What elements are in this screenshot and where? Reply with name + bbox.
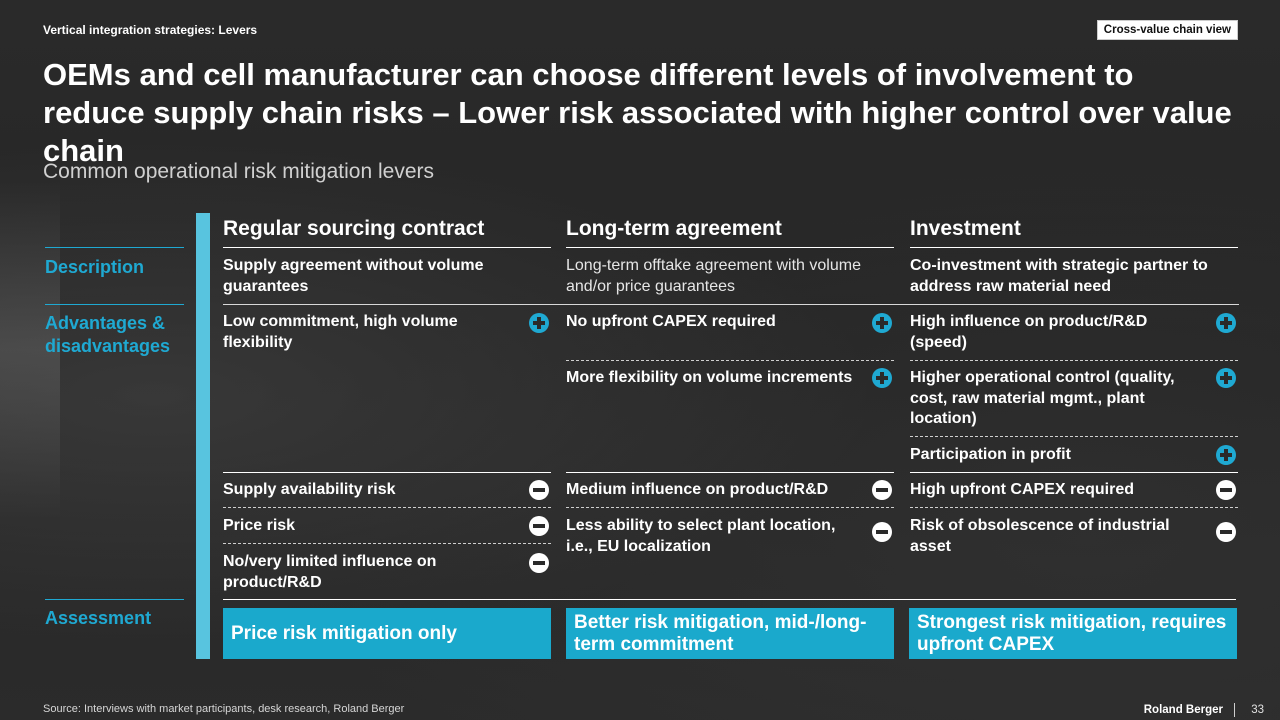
advantage-item: Participation in profit	[910, 446, 1071, 463]
row-label-assessment: Assessment	[45, 608, 152, 628]
dashed-divider	[910, 436, 1238, 437]
row-label-advantages: Advantages & disadvantages	[45, 313, 171, 356]
dashed-divider	[223, 507, 551, 508]
minus-circle-icon	[529, 553, 549, 573]
brand-logo: Roland Berger	[1143, 704, 1223, 716]
assessment-box-investment: Strongest risk mitigation, requires upfr…	[909, 608, 1237, 659]
description-sourcing: Supply agreement without volume guarante…	[223, 257, 484, 295]
dashed-divider	[223, 543, 551, 544]
minus-circle-icon	[1216, 480, 1236, 500]
footer-separator	[1234, 703, 1235, 717]
description-investment: Co-investment with strategic partner to …	[910, 257, 1208, 295]
accent-side-bar	[196, 213, 210, 659]
advantage-item: More flexibility on volume increments	[566, 369, 853, 386]
minus-circle-icon	[872, 480, 892, 500]
header-rule	[566, 247, 894, 248]
adv-disadv-rule	[910, 472, 1238, 473]
adv-disadv-rule	[566, 472, 894, 473]
plus-circle-icon	[1216, 313, 1236, 333]
minus-circle-icon	[529, 480, 549, 500]
row-label-divider	[45, 247, 184, 248]
assessment-box-long-term: Better risk mitigation, mid-/long-term c…	[566, 608, 894, 659]
description-rule	[223, 304, 1239, 305]
column-header-investment: Investment	[910, 217, 1021, 240]
disadvantage-item: Medium influence on product/R&D	[566, 481, 829, 498]
plus-circle-icon	[872, 368, 892, 388]
disadvantage-item: Risk of obsolescence of industrial asset	[910, 517, 1170, 555]
dashed-divider	[566, 507, 894, 508]
row-label-divider	[45, 304, 184, 305]
background-light-streak	[0, 180, 60, 520]
assessment-box-sourcing: Price risk mitigation only	[223, 608, 551, 659]
assessment-text: Better risk mitigation, mid-/long-term c…	[574, 611, 867, 655]
advantage-item: No upfront CAPEX required	[566, 313, 776, 330]
dashed-divider	[566, 360, 894, 361]
disadvantage-item: High upfront CAPEX required	[910, 481, 1134, 498]
advantage-item: Higher operational control (quality, cos…	[910, 369, 1175, 427]
source-note: Source: Interviews with market participa…	[43, 703, 405, 715]
adv-disadv-rule	[223, 472, 551, 473]
row-label-description: Description	[45, 257, 145, 277]
page-number: 33	[1251, 704, 1264, 716]
dashed-divider	[910, 507, 1238, 508]
advantage-item: Low commitment, high volume flexibility	[223, 313, 458, 351]
page-title: OEMs and cell manufacturer can choose di…	[43, 57, 1232, 168]
plus-circle-icon	[1216, 445, 1236, 465]
header-rule	[223, 247, 551, 248]
plus-circle-icon	[1216, 368, 1236, 388]
assessment-rule	[223, 599, 1236, 600]
plus-circle-icon	[529, 313, 549, 333]
minus-circle-icon	[1216, 522, 1236, 542]
advantage-item: High influence on product/R&D (speed)	[910, 313, 1148, 351]
view-badge[interactable]: Cross-value chain view	[1096, 20, 1238, 40]
page-subtitle: Common operational risk mitigation lever…	[43, 160, 434, 183]
column-header-long-term: Long-term agreement	[566, 217, 782, 240]
disadvantage-item: Price risk	[223, 517, 296, 534]
dashed-divider	[910, 360, 1238, 361]
section-tag: Vertical integration strategies: Levers	[43, 23, 258, 37]
description-long-term: Long-term offtake agreement with volume …	[566, 257, 861, 295]
disadvantage-item: Supply availability risk	[223, 481, 396, 498]
header-rule	[910, 247, 1238, 248]
assessment-text: Strongest risk mitigation, requires upfr…	[917, 611, 1227, 655]
column-header-sourcing: Regular sourcing contract	[223, 217, 485, 240]
assessment-text: Price risk mitigation only	[231, 622, 457, 644]
row-label-divider	[45, 599, 184, 600]
disadvantage-item: Less ability to select plant location, i…	[566, 517, 836, 555]
plus-circle-icon	[872, 313, 892, 333]
disadvantage-item: No/very limited influence on product/R&D	[223, 553, 437, 591]
minus-circle-icon	[529, 516, 549, 536]
minus-circle-icon	[872, 522, 892, 542]
